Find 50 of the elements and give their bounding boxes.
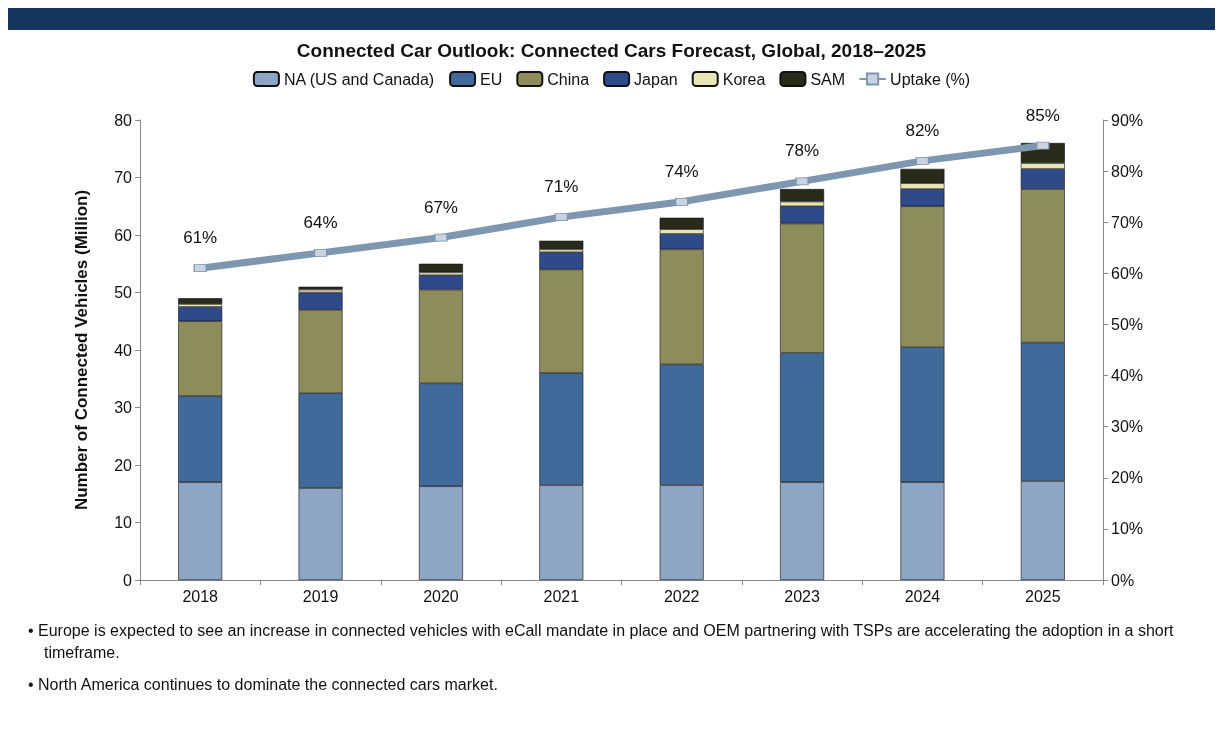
bar xyxy=(659,217,704,230)
bar xyxy=(418,263,463,273)
y-tick-label: 70 xyxy=(114,169,133,186)
y2-tick-label: 70% xyxy=(1111,213,1144,231)
y-axis-title: Number of Connected Vehicles (Million) xyxy=(72,189,91,511)
x-tick-label: 2023 xyxy=(784,587,820,605)
y2-tick-label: 50% xyxy=(1111,315,1144,333)
y2-tick-label: 90% xyxy=(1111,111,1144,129)
data-label: 67% xyxy=(423,197,458,217)
legend-label: EU xyxy=(480,70,503,88)
x-tick-label: 2020 xyxy=(423,587,459,605)
bar xyxy=(539,240,584,250)
data-label: 82% xyxy=(905,121,940,141)
y-tick-label: 60 xyxy=(114,226,133,244)
x-tick-label: 2019 xyxy=(302,587,339,605)
y-tick-label: 10 xyxy=(114,514,133,531)
y2-tick-label: 20% xyxy=(1111,469,1144,487)
y-tick-label: 80 xyxy=(114,111,133,129)
legend-label: Uptake (%) xyxy=(890,70,971,88)
bar xyxy=(178,298,223,304)
y-tick-label: 30 xyxy=(114,399,133,416)
y2-tick-label: 40% xyxy=(1111,367,1144,385)
x-tick-label: 2021 xyxy=(543,587,580,605)
data-label: 64% xyxy=(303,213,338,233)
y2-tick-label: 10% xyxy=(1111,520,1144,538)
data-label: 85% xyxy=(1025,105,1060,125)
y-tick-label: 20 xyxy=(114,456,133,474)
x-tick-label: 2018 xyxy=(182,587,219,605)
legend-label: NA (US and Canada) xyxy=(283,70,435,88)
x-tick-label: 2024 xyxy=(904,587,941,605)
y2-tick-label: 0% xyxy=(1111,571,1135,589)
text: • North America continues to dominate the connected cars market. xyxy=(28,675,499,695)
data-label: 78% xyxy=(785,141,820,161)
y-tick-label: 50 xyxy=(114,284,133,301)
legend-label: Korea xyxy=(722,70,766,88)
legend-label: China xyxy=(547,70,590,88)
text: • Europe is expected to see an increase in connected vehicles with eCall mandate in place and OEM partnering with TSPs are accelerating the adoption in a short timeframe. xyxy=(28,621,1175,663)
x-tick-label: 2022 xyxy=(663,587,700,605)
y2-tick-label: 80% xyxy=(1111,162,1144,180)
y-tick-label: 40 xyxy=(114,341,133,359)
x-tick-label: 2025 xyxy=(1025,587,1061,605)
data-label: 74% xyxy=(664,161,699,181)
data-label: 71% xyxy=(544,177,579,197)
y2-tick-label: 30% xyxy=(1111,418,1144,436)
data-label: 61% xyxy=(183,228,218,248)
y-tick-label: 0 xyxy=(123,571,133,589)
legend-label: SAM xyxy=(810,70,846,88)
legend-label: Japan xyxy=(634,70,678,88)
y2-tick-label: 60% xyxy=(1111,264,1144,282)
chart-title: Connected Car Outlook: Connected Cars Forecast, Global, 2018–2025 xyxy=(296,40,927,61)
